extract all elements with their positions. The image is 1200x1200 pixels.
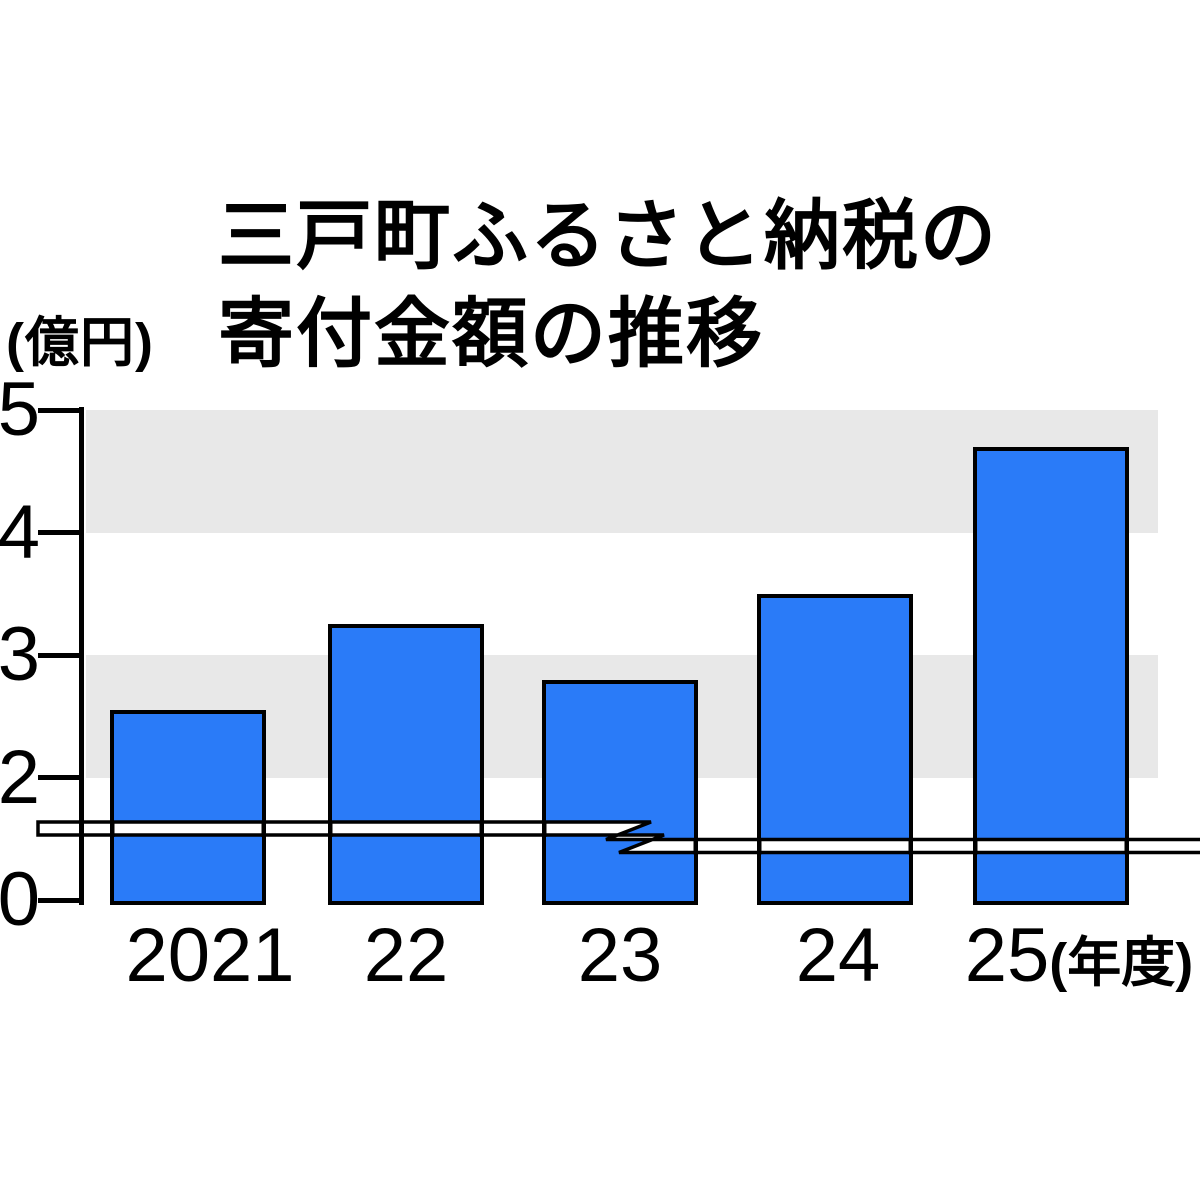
chart-title: 三戸町ふるさと納税の 寄付金額の推移 — [218, 188, 998, 384]
bar-24 — [757, 593, 913, 905]
x-tick-label-23: 23 — [578, 916, 663, 996]
bar-22 — [328, 624, 484, 905]
x-tick-year: 25 — [964, 913, 1050, 998]
bar-25 — [973, 446, 1129, 905]
x-tick-year: 22 — [363, 913, 449, 998]
x-tick-year: 23 — [577, 913, 663, 998]
y-tick-label-3: 3 — [0, 612, 40, 697]
y-tick-label-5: 5 — [0, 367, 40, 452]
x-tick-label-25: 25(年度) — [965, 916, 1194, 1003]
chart-title-line2: 寄付金額の推移 — [218, 292, 764, 377]
y-tick-label-2: 2 — [0, 734, 40, 820]
y-tick-3 — [38, 652, 84, 658]
y-tick-2 — [38, 775, 84, 780]
y-tick-label-4: 4 — [0, 489, 40, 575]
x-tick-label-2021: 2021 — [125, 916, 294, 996]
x-tick-year: 24 — [795, 913, 881, 998]
x-tick-label-24: 24 — [796, 916, 881, 996]
y-tick-0 — [38, 897, 84, 903]
y-tick-4 — [38, 530, 84, 535]
y-axis-unit-label: (億円) — [6, 313, 154, 373]
x-tick-year: 2021 — [125, 913, 295, 998]
bar-23 — [542, 679, 698, 905]
x-tick-label-22: 22 — [364, 916, 449, 996]
x-axis-unit-suffix: (年度) — [1049, 933, 1194, 993]
bar-2021 — [110, 710, 266, 905]
y-tick-5 — [38, 407, 84, 413]
chart-title-line1: 三戸町ふるさと納税の — [218, 194, 998, 279]
y-tick-label-0: 0 — [0, 857, 40, 942]
